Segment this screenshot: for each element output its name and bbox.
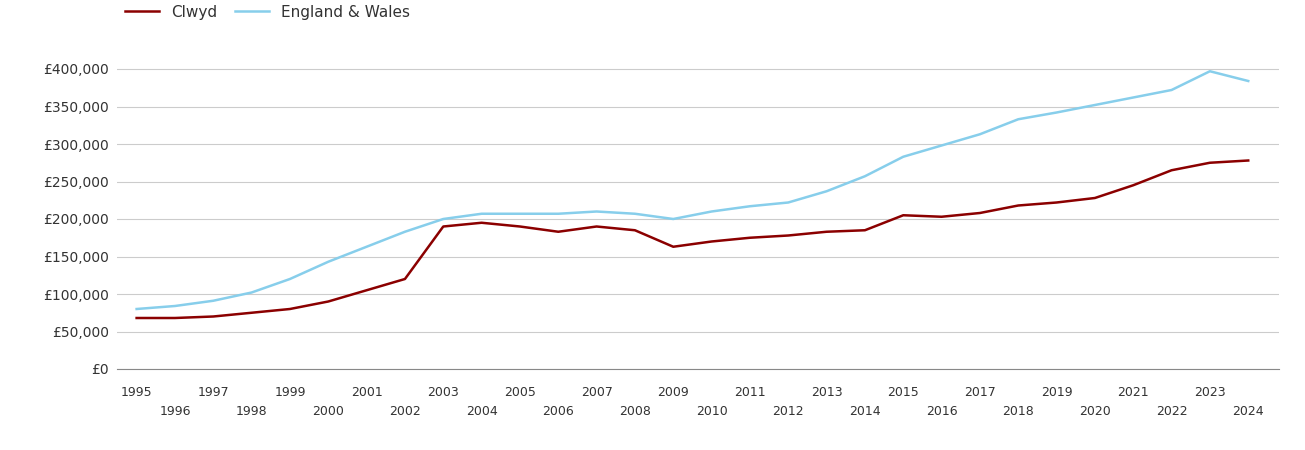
Text: 2018: 2018 [1002,405,1034,418]
England & Wales [972,131,988,137]
England & Wales [857,174,873,179]
Text: 2011: 2011 [735,386,766,399]
Clwyd [628,228,643,233]
Clwyd [282,306,298,312]
Clwyd [934,214,950,220]
Clwyd [857,228,873,233]
Clwyd [512,224,527,229]
Clwyd [129,315,145,321]
Text: 2024: 2024 [1232,405,1265,418]
England & Wales [359,244,375,249]
Text: 2005: 2005 [504,386,536,399]
England & Wales [1010,117,1026,122]
Text: 2016: 2016 [925,405,958,418]
Clwyd [1049,200,1065,205]
England & Wales [628,211,643,216]
England & Wales [743,203,758,209]
England & Wales [474,211,489,216]
Clwyd [1241,158,1257,163]
Text: 2008: 2008 [619,405,651,418]
Clwyd [436,224,452,229]
Clwyd [703,239,719,244]
Text: 2021: 2021 [1117,386,1148,399]
Clwyd [589,224,604,229]
England & Wales [1241,78,1257,84]
Text: 2022: 2022 [1156,405,1188,418]
Clwyd [1010,203,1026,208]
Text: 2007: 2007 [581,386,612,399]
Clwyd [205,314,221,319]
Text: 2020: 2020 [1079,405,1111,418]
England & Wales [1049,110,1065,115]
England & Wales [666,216,681,222]
England & Wales [934,143,950,148]
Text: 2017: 2017 [964,386,996,399]
Line: Clwyd: Clwyd [137,161,1249,318]
England & Wales [1164,87,1180,93]
Text: 2014: 2014 [850,405,881,418]
Clwyd [551,229,566,234]
England & Wales [1202,68,1218,74]
England & Wales [551,211,566,216]
Clwyd [1125,183,1141,188]
Text: 2004: 2004 [466,405,497,418]
England & Wales [1087,102,1103,108]
Clwyd [972,210,988,216]
Text: 2015: 2015 [887,386,919,399]
Clwyd [167,315,183,321]
England & Wales [1125,95,1141,100]
Text: 2003: 2003 [428,386,459,399]
Text: 2000: 2000 [312,405,345,418]
England & Wales [818,189,834,194]
England & Wales [129,306,145,312]
Clwyd [397,276,412,282]
Text: 2001: 2001 [351,386,382,399]
Clwyd [474,220,489,225]
Clwyd [780,233,796,238]
England & Wales [895,154,911,159]
Clwyd [818,229,834,234]
England & Wales [167,303,183,309]
Text: 1997: 1997 [197,386,230,399]
Legend: Clwyd, England & Wales: Clwyd, England & Wales [125,5,410,20]
Line: England & Wales: England & Wales [137,71,1249,309]
Text: 2002: 2002 [389,405,420,418]
Text: 2012: 2012 [773,405,804,418]
Clwyd [244,310,260,315]
England & Wales [397,229,412,234]
Text: 2009: 2009 [658,386,689,399]
England & Wales [244,290,260,295]
England & Wales [205,298,221,303]
Text: 1996: 1996 [159,405,191,418]
Text: 2010: 2010 [696,405,727,418]
Clwyd [743,235,758,240]
Text: 1999: 1999 [274,386,305,399]
Clwyd [1087,195,1103,201]
England & Wales [589,209,604,214]
Text: 2006: 2006 [543,405,574,418]
Clwyd [1164,167,1180,173]
Text: 1998: 1998 [236,405,268,418]
Text: 2023: 2023 [1194,386,1225,399]
England & Wales [780,200,796,205]
Text: 1995: 1995 [121,386,153,399]
Clwyd [1202,160,1218,166]
Clwyd [321,299,337,304]
Text: 2019: 2019 [1041,386,1073,399]
Clwyd [359,288,375,293]
England & Wales [703,209,719,214]
England & Wales [282,276,298,282]
England & Wales [436,216,452,222]
Text: 2013: 2013 [810,386,843,399]
England & Wales [512,211,527,216]
England & Wales [321,259,337,265]
Clwyd [895,212,911,218]
Clwyd [666,244,681,249]
